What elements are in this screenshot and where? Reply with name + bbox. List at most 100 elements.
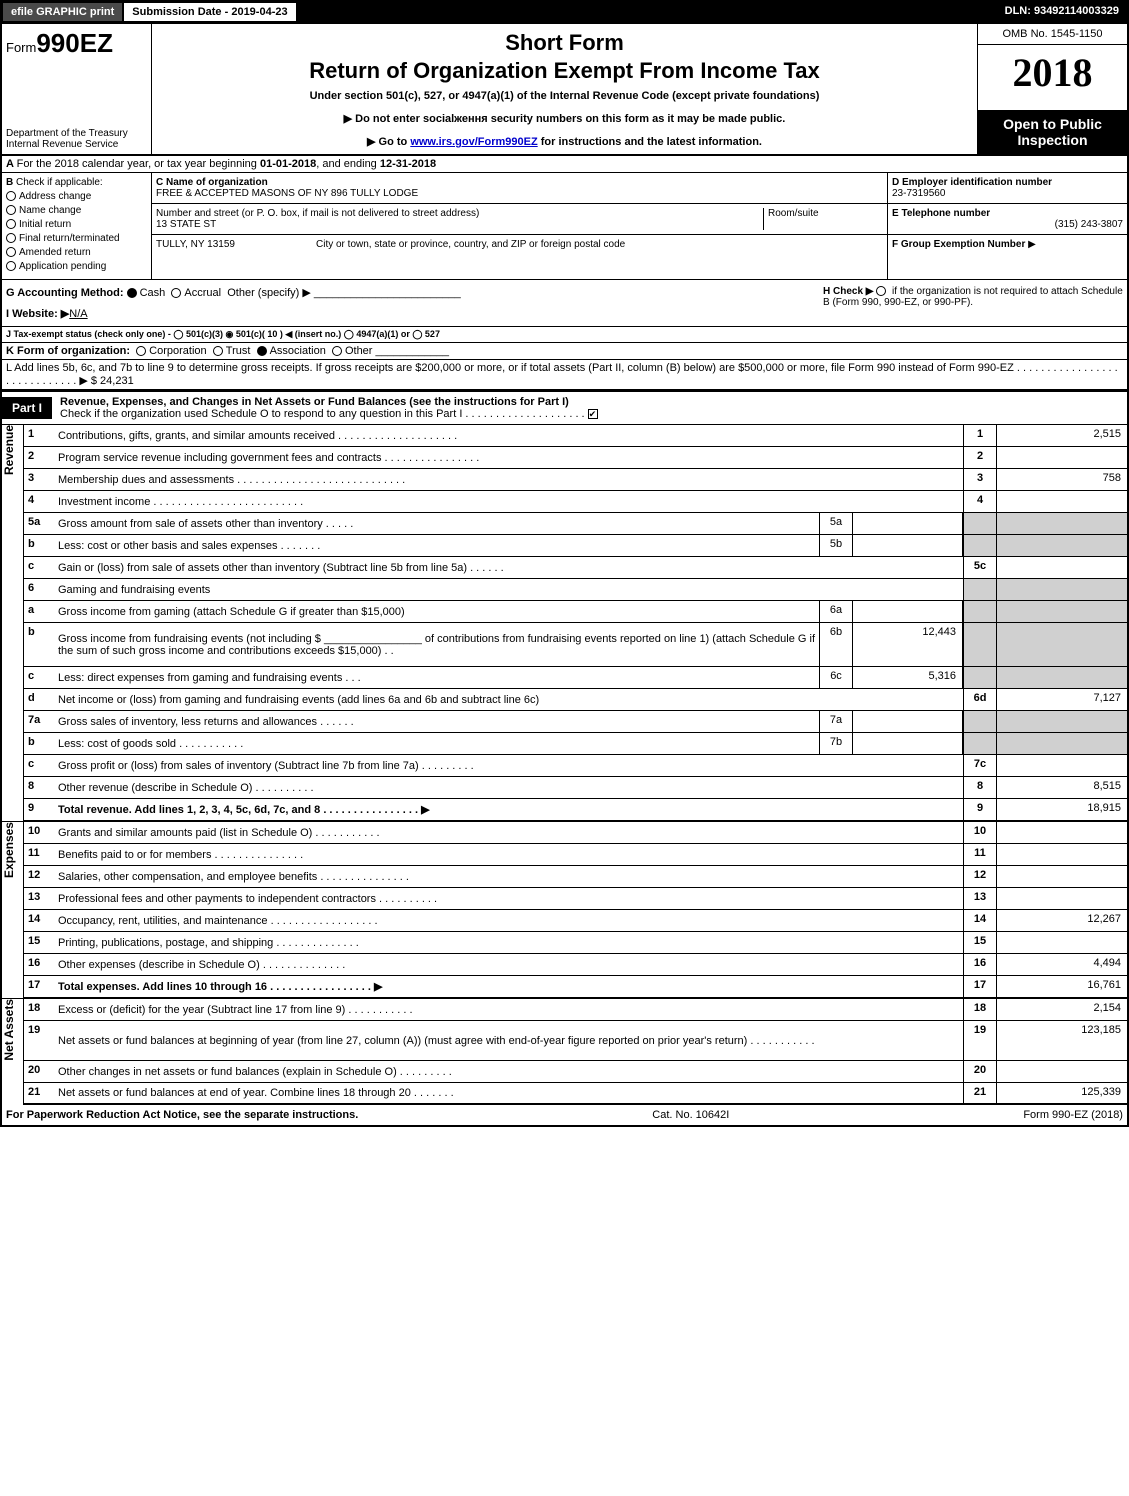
- submission-date: Submission Date - 2019-04-23: [123, 2, 296, 22]
- dln-label: DLN:: [1005, 5, 1034, 17]
- city-state-zip: TULLY, NY 13159: [156, 239, 296, 250]
- part-1-header: Part I Revenue, Expenses, and Changes in…: [2, 390, 1127, 425]
- line-a-mid: , and ending: [316, 158, 380, 170]
- opt-amended-return: Amended return: [19, 247, 91, 258]
- line-a: A For the 2018 calendar year, or tax yea…: [2, 156, 1127, 173]
- submission-date-value: 2019-04-23: [231, 6, 287, 18]
- opt-final-return: Final return/terminated: [19, 233, 120, 244]
- line-13: 13Professional fees and other payments t…: [24, 888, 1127, 910]
- line-6a: aGross income from gaming (attach Schedu…: [24, 601, 1127, 623]
- name-change-radio[interactable]: [6, 205, 16, 215]
- revenue-section-label: Revenue: [2, 425, 24, 821]
- l-amount: 24,231: [100, 375, 134, 387]
- j-text: J Tax-exempt status (check only one) - ◯…: [6, 329, 440, 339]
- line-5a: 5aGross amount from sale of assets other…: [24, 513, 1127, 535]
- line-16: 16Other expenses (describe in Schedule O…: [24, 954, 1127, 976]
- trust-label: Trust: [226, 345, 251, 357]
- short-form-label: Short Form: [158, 30, 971, 56]
- tax-year: 2018: [978, 45, 1127, 110]
- cash-label: Cash: [140, 287, 166, 299]
- app-pending-radio[interactable]: [6, 261, 16, 271]
- trust-radio[interactable]: [213, 346, 223, 356]
- amended-return-radio[interactable]: [6, 247, 16, 257]
- l-text: L Add lines 5b, 6c, and 7b to line 9 to …: [6, 362, 1118, 387]
- final-return-radio[interactable]: [6, 233, 16, 243]
- line-l: L Add lines 5b, 6c, and 7b to line 9 to …: [2, 360, 1127, 390]
- assoc-label: Association: [270, 345, 326, 357]
- goto-prefix: ▶ Go to: [367, 136, 410, 148]
- dept-irs: Internal Revenue Service: [6, 139, 147, 150]
- k-label: K Form of organization:: [6, 345, 130, 357]
- i-label: I Website: ▶: [6, 308, 69, 320]
- h-label: H Check ▶: [823, 286, 873, 297]
- line-1: 1Contributions, gifts, grants, and simil…: [24, 425, 1127, 447]
- g-label: G Accounting Method:: [6, 287, 124, 299]
- cash-radio[interactable]: [127, 288, 137, 298]
- form-title: Return of Organization Exempt From Incom…: [158, 58, 971, 84]
- form-ref: Form 990-EZ (2018): [1023, 1109, 1123, 1121]
- top-bar: efile GRAPHIC print Submission Date - 20…: [2, 2, 1127, 24]
- city-label: City or town, state or province, country…: [296, 239, 883, 250]
- line-9: 9Total revenue. Add lines 1, 2, 3, 4, 5c…: [24, 799, 1127, 821]
- opt-name-change: Name change: [19, 205, 81, 216]
- other-org-radio[interactable]: [332, 346, 342, 356]
- netassets-section-label: Net Assets: [2, 999, 24, 1105]
- initial-return-radio[interactable]: [6, 219, 16, 229]
- dln-value: 93492114003329: [1034, 5, 1119, 17]
- cat-no: Cat. No. 10642I: [652, 1109, 729, 1121]
- line-12: 12Salaries, other compensation, and empl…: [24, 866, 1127, 888]
- omb-number: OMB No. 1545-1150: [978, 24, 1127, 45]
- line-10: 10Grants and similar amounts paid (list …: [24, 822, 1127, 844]
- h-check-radio[interactable]: [876, 286, 886, 296]
- addr-label: Number and street (or P. O. box, if mail…: [156, 208, 763, 219]
- goto-suffix: for instructions and the latest informat…: [538, 136, 762, 148]
- accrual-label: Accrual: [184, 287, 221, 299]
- line-g-h: G Accounting Method: Cash Accrual Other …: [2, 280, 1127, 327]
- opt-app-pending: Application pending: [19, 261, 106, 272]
- part-1-check-text: Check if the organization used Schedule …: [60, 408, 585, 420]
- instruction-line-2: ▶ Go to www.irs.gov/Form990EZ for instru…: [158, 135, 971, 148]
- line-21: 21Net assets or fund balances at end of …: [24, 1083, 1127, 1105]
- room-suite-label: Room/suite: [768, 208, 883, 219]
- submission-date-label: Submission Date -: [132, 6, 231, 18]
- line-8: 8Other revenue (describe in Schedule O) …: [24, 777, 1127, 799]
- line-j: J Tax-exempt status (check only one) - ◯…: [2, 327, 1127, 343]
- line-18: 18Excess or (deficit) for the year (Subt…: [24, 999, 1127, 1021]
- other-org-label: Other: [345, 345, 373, 357]
- line-11: 11Benefits paid to or for members . . . …: [24, 844, 1127, 866]
- e-label: E Telephone number: [892, 208, 990, 219]
- d-label: D Employer identification number: [892, 177, 1052, 188]
- form-number-value: 990EZ: [36, 28, 113, 58]
- assoc-radio[interactable]: [257, 346, 267, 356]
- opt-initial-return: Initial return: [19, 219, 71, 230]
- line-a-begin: 01-01-2018: [260, 158, 316, 170]
- org-name: FREE & ACCEPTED MASONS OF NY 896 TULLY L…: [156, 188, 883, 199]
- line-k: K Form of organization: Corporation Trus…: [2, 343, 1127, 360]
- schedule-o-checkbox[interactable]: [588, 409, 598, 419]
- part-1-title: Revenue, Expenses, and Changes in Net As…: [60, 396, 569, 408]
- efile-print-button[interactable]: efile GRAPHIC print: [2, 2, 123, 22]
- form-number: Form990EZ: [6, 28, 147, 59]
- accrual-radio[interactable]: [171, 288, 181, 298]
- page-footer: For Paperwork Reduction Act Notice, see …: [2, 1105, 1127, 1125]
- block-b: B Check if applicable: Address change Na…: [2, 173, 1127, 280]
- dln: DLN: 93492114003329: [997, 2, 1127, 22]
- corp-radio[interactable]: [136, 346, 146, 356]
- corp-label: Corporation: [149, 345, 206, 357]
- website-value: N/A: [69, 308, 87, 320]
- other-label: Other (specify) ▶: [227, 287, 311, 299]
- instruction-line-1: ▶ Do not enter socialження security numb…: [158, 112, 971, 125]
- open-to-public: Open to Public Inspection: [978, 110, 1127, 154]
- telephone: (315) 243-3807: [892, 219, 1123, 230]
- addr-change-radio[interactable]: [6, 191, 16, 201]
- line-20: 20Other changes in net assets or fund ba…: [24, 1061, 1127, 1083]
- line-15: 15Printing, publications, postage, and s…: [24, 932, 1127, 954]
- irs-form-link[interactable]: www.irs.gov/Form990EZ: [410, 136, 537, 148]
- line-6: 6Gaming and fundraising events: [24, 579, 1127, 601]
- c-label: C Name of organization: [156, 177, 268, 188]
- f-arrow: ▶: [1028, 239, 1036, 250]
- part-1-label: Part I: [2, 397, 52, 419]
- line-3: 3Membership dues and assessments . . . .…: [24, 469, 1127, 491]
- line-6b: bGross income from fundraising events (n…: [24, 623, 1127, 667]
- line-14: 14Occupancy, rent, utilities, and mainte…: [24, 910, 1127, 932]
